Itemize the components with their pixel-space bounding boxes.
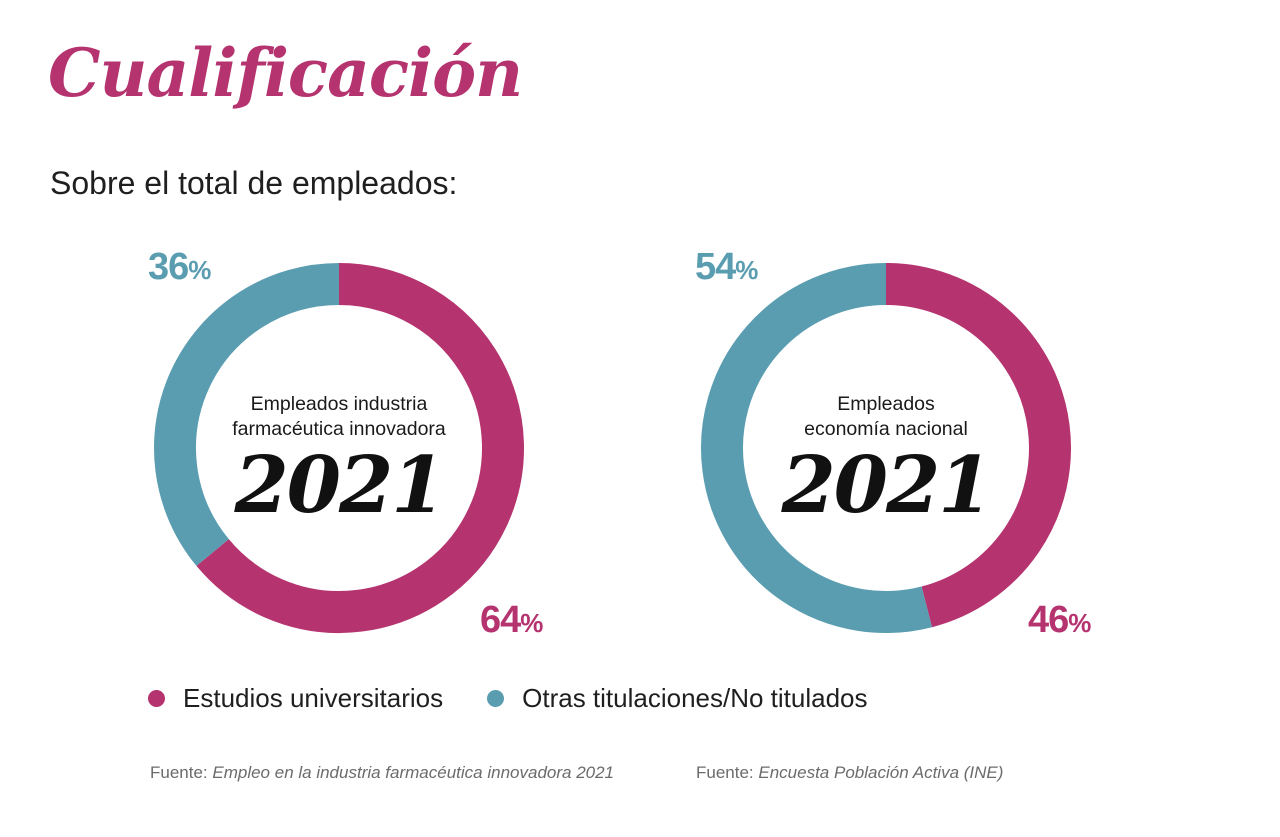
page-title: Cualificación [48,34,523,112]
legend-label-otras: Otras titulaciones/No titulados [522,683,868,713]
chart-2-center-year: 2021 [780,440,990,531]
legend-label-universitarios: Estudios universitarios [183,683,444,713]
donut-chart-1: Empleados industria farmacéutica innovad… [148,246,543,641]
legend-item-universitarios: Estudios universitarios [148,683,443,714]
chart-1-label-otras-unit: % [188,255,211,285]
chart-1-center-year: 2021 [233,440,443,531]
legend-swatch-otras [487,690,505,707]
source-1-prefix: Fuente: [150,763,213,782]
chart-2-label-otras-unit: % [735,255,758,285]
source-2-text: Encuesta Población Activa (INE) [758,763,1004,782]
source-note-1: Fuente: Empleo en la industria farmacéut… [150,763,614,783]
chart-1-slice-universitarios [196,263,524,633]
chart-2-label-universitarios: 46% [1028,599,1091,641]
chart-2-label-otras: 54% [695,246,758,288]
chart-2-label-universitarios-unit: % [1068,608,1091,638]
legend-item-otras: Otras titulaciones/No titulados [487,683,868,714]
chart-1-label-universitarios-unit: % [520,608,543,638]
legend: Estudios universitarios Otras titulacion… [148,683,912,714]
chart-2-slice-universitarios [885,263,1071,628]
chart-1-slice-otras [154,263,340,566]
chart-2-slice-otras [701,263,932,633]
chart-1-label-universitarios-value: 64 [480,599,521,641]
source-note-2: Fuente: Encuesta Población Activa (INE) [696,763,1003,783]
chart-1-center-label-line-1: Empleados industria [251,393,428,415]
chart-2-center-label-line-2: economía nacional [804,418,968,440]
chart-1-center-label-line-2: farmacéutica innovadora [232,418,446,440]
chart-2-label-otras-value: 54 [695,246,736,288]
chart-1-label-otras: 36% [148,246,211,288]
source-2-prefix: Fuente: [696,763,759,782]
source-1-text: Empleo en la industria farmacéutica inno… [212,763,615,782]
chart-1-label-universitarios: 64% [480,599,543,641]
chart-1-label-otras-value: 36 [148,246,188,288]
donut-chart-2: Empleados economía nacional 2021 54% 46% [695,246,1091,641]
chart-2-label-universitarios-value: 46 [1028,599,1068,641]
page-subtitle: Sobre el total de empleados: [50,165,458,201]
legend-swatch-universitarios [148,690,165,707]
chart-2-center-label-line-1: Empleados [837,393,935,415]
